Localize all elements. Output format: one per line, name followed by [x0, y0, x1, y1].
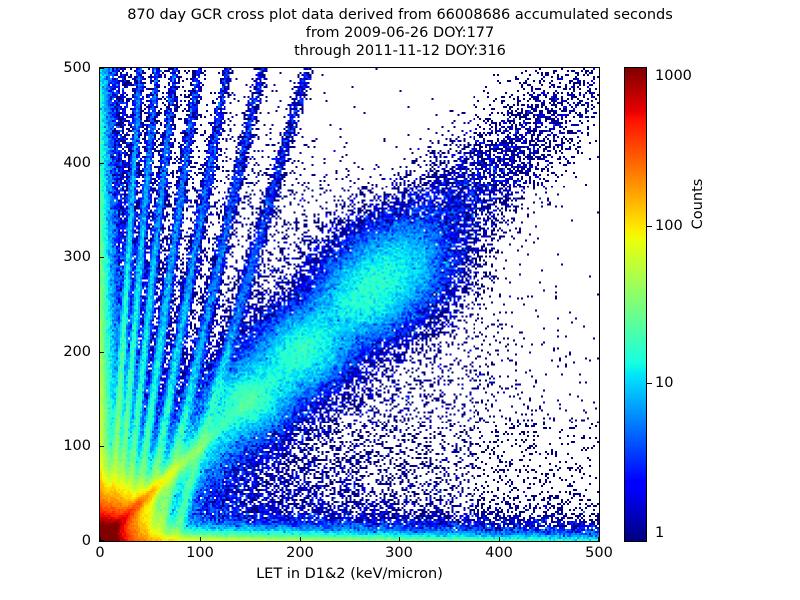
x-tick-100: [200, 537, 201, 541]
colorbar-tick-label-100: 100: [655, 218, 683, 234]
x-tick-label-400: 400: [485, 545, 513, 561]
y-tick-500: [100, 68, 104, 69]
colorbar: [624, 67, 647, 542]
title-line-1: 870 day GCR cross plot data derived from…: [127, 7, 673, 23]
x-tick-label-0: 0: [95, 545, 105, 561]
colorbar-tick-100: [647, 226, 652, 227]
density-plot-area: [99, 67, 600, 542]
colorbar-tick-label-1000: 1000: [655, 68, 692, 84]
x-tick-300: [399, 537, 400, 541]
colorbar-tick-label-10: 10: [655, 375, 674, 391]
x-tick-label-500: 500: [585, 545, 613, 561]
x-tick-label-300: 300: [385, 545, 413, 561]
x-tick-200: [300, 537, 301, 541]
y-tick-300: [100, 257, 104, 258]
colorbar-tick-10: [647, 383, 652, 384]
colorbar-label: Counts: [690, 178, 706, 230]
y-tick-label-400: 400: [63, 155, 91, 171]
y-tick-label-500: 500: [63, 60, 91, 76]
y-tick-200: [100, 352, 104, 353]
y-tick-label-100: 100: [63, 438, 91, 454]
x-tick-400: [499, 537, 500, 541]
title-line-2: from 2009-06-26 DOY:177: [305, 25, 495, 41]
density-heatmap: [100, 68, 599, 541]
chart-title: 870 day GCR cross plot data derived from…: [0, 6, 800, 60]
y-tick-label-200: 200: [63, 344, 91, 360]
y-tick-label-300: 300: [63, 249, 91, 265]
y-tick-label-0: 0: [81, 533, 91, 549]
title-line-3: through 2011-11-12 DOY:316: [294, 43, 506, 59]
x-tick-label-100: 100: [186, 545, 214, 561]
colorbar-gradient: [625, 68, 646, 541]
x-tick-500: [598, 537, 599, 541]
y-tick-400: [100, 163, 104, 164]
x-tick-0: [100, 537, 101, 541]
colorbar-tick-label-1: 1: [655, 525, 665, 541]
x-axis-label: LET in D1&2 (keV/micron): [256, 566, 443, 582]
y-tick-0: [100, 540, 104, 541]
y-tick-100: [100, 446, 104, 447]
x-tick-label-200: 200: [286, 545, 314, 561]
